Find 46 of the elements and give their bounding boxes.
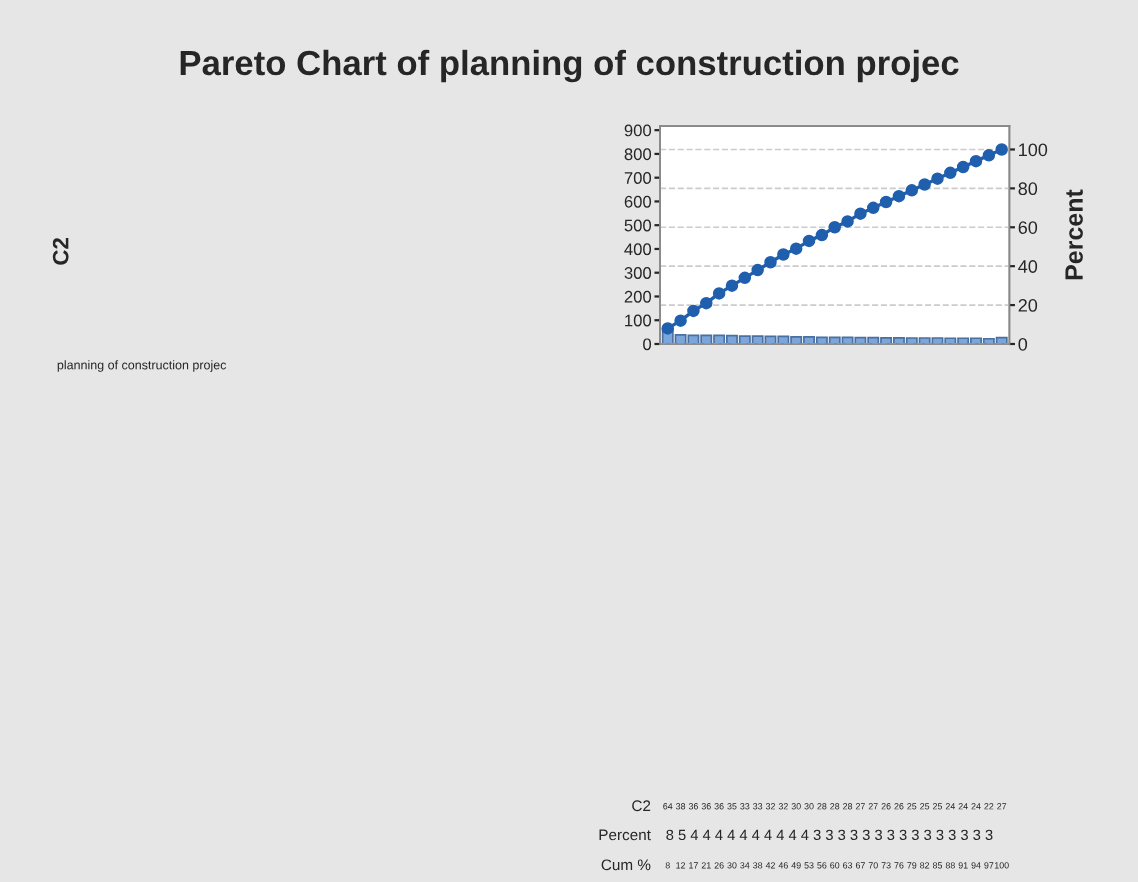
point [738, 271, 752, 285]
y2-tick-label: 0 [1018, 337, 1028, 351]
point [687, 304, 700, 318]
y2-tick-label: 80 [1018, 182, 1038, 196]
point [892, 189, 906, 203]
point [969, 154, 983, 168]
point [944, 166, 957, 180]
point [777, 248, 790, 261]
y-tick-label: 900 [624, 124, 652, 137]
y2-tick-label: 60 [1018, 221, 1038, 234]
y-tick-label: 300 [624, 267, 652, 279]
text: C2 [52, 238, 69, 265]
point [867, 201, 880, 215]
y2-tick-label: 100 [1019, 143, 1048, 157]
point [879, 195, 893, 209]
y2-tick-label: 20 [1018, 299, 1038, 312]
y-tick-label: 800 [624, 148, 652, 161]
point [674, 314, 687, 327]
point [956, 160, 970, 174]
chart-title: Pareto Chart of planning of construction projec [180, 49, 959, 83]
y-tick-label: 600 [624, 195, 652, 208]
point [995, 143, 1008, 156]
y-tick-label: 200 [624, 290, 652, 303]
point [982, 149, 996, 162]
y-tick-label: 0 [643, 338, 652, 351]
point [931, 172, 944, 185]
point [700, 296, 713, 310]
point [815, 228, 829, 242]
point [802, 234, 816, 248]
point [918, 178, 931, 191]
point [905, 184, 919, 197]
point [712, 287, 726, 300]
point [764, 256, 777, 269]
y-tick-label: 100 [625, 314, 652, 327]
y2-axis-title: Percent [1065, 189, 1083, 280]
y2-tick-label: 40 [1018, 260, 1038, 273]
point [751, 263, 764, 277]
point [841, 215, 854, 228]
point [854, 207, 867, 220]
point [725, 279, 739, 292]
y-tick-label: 700 [624, 172, 652, 184]
point [828, 221, 841, 234]
point [661, 322, 674, 335]
y-tick-label: 400 [624, 243, 652, 256]
point [789, 242, 803, 255]
y-tick-label: 500 [624, 219, 652, 232]
